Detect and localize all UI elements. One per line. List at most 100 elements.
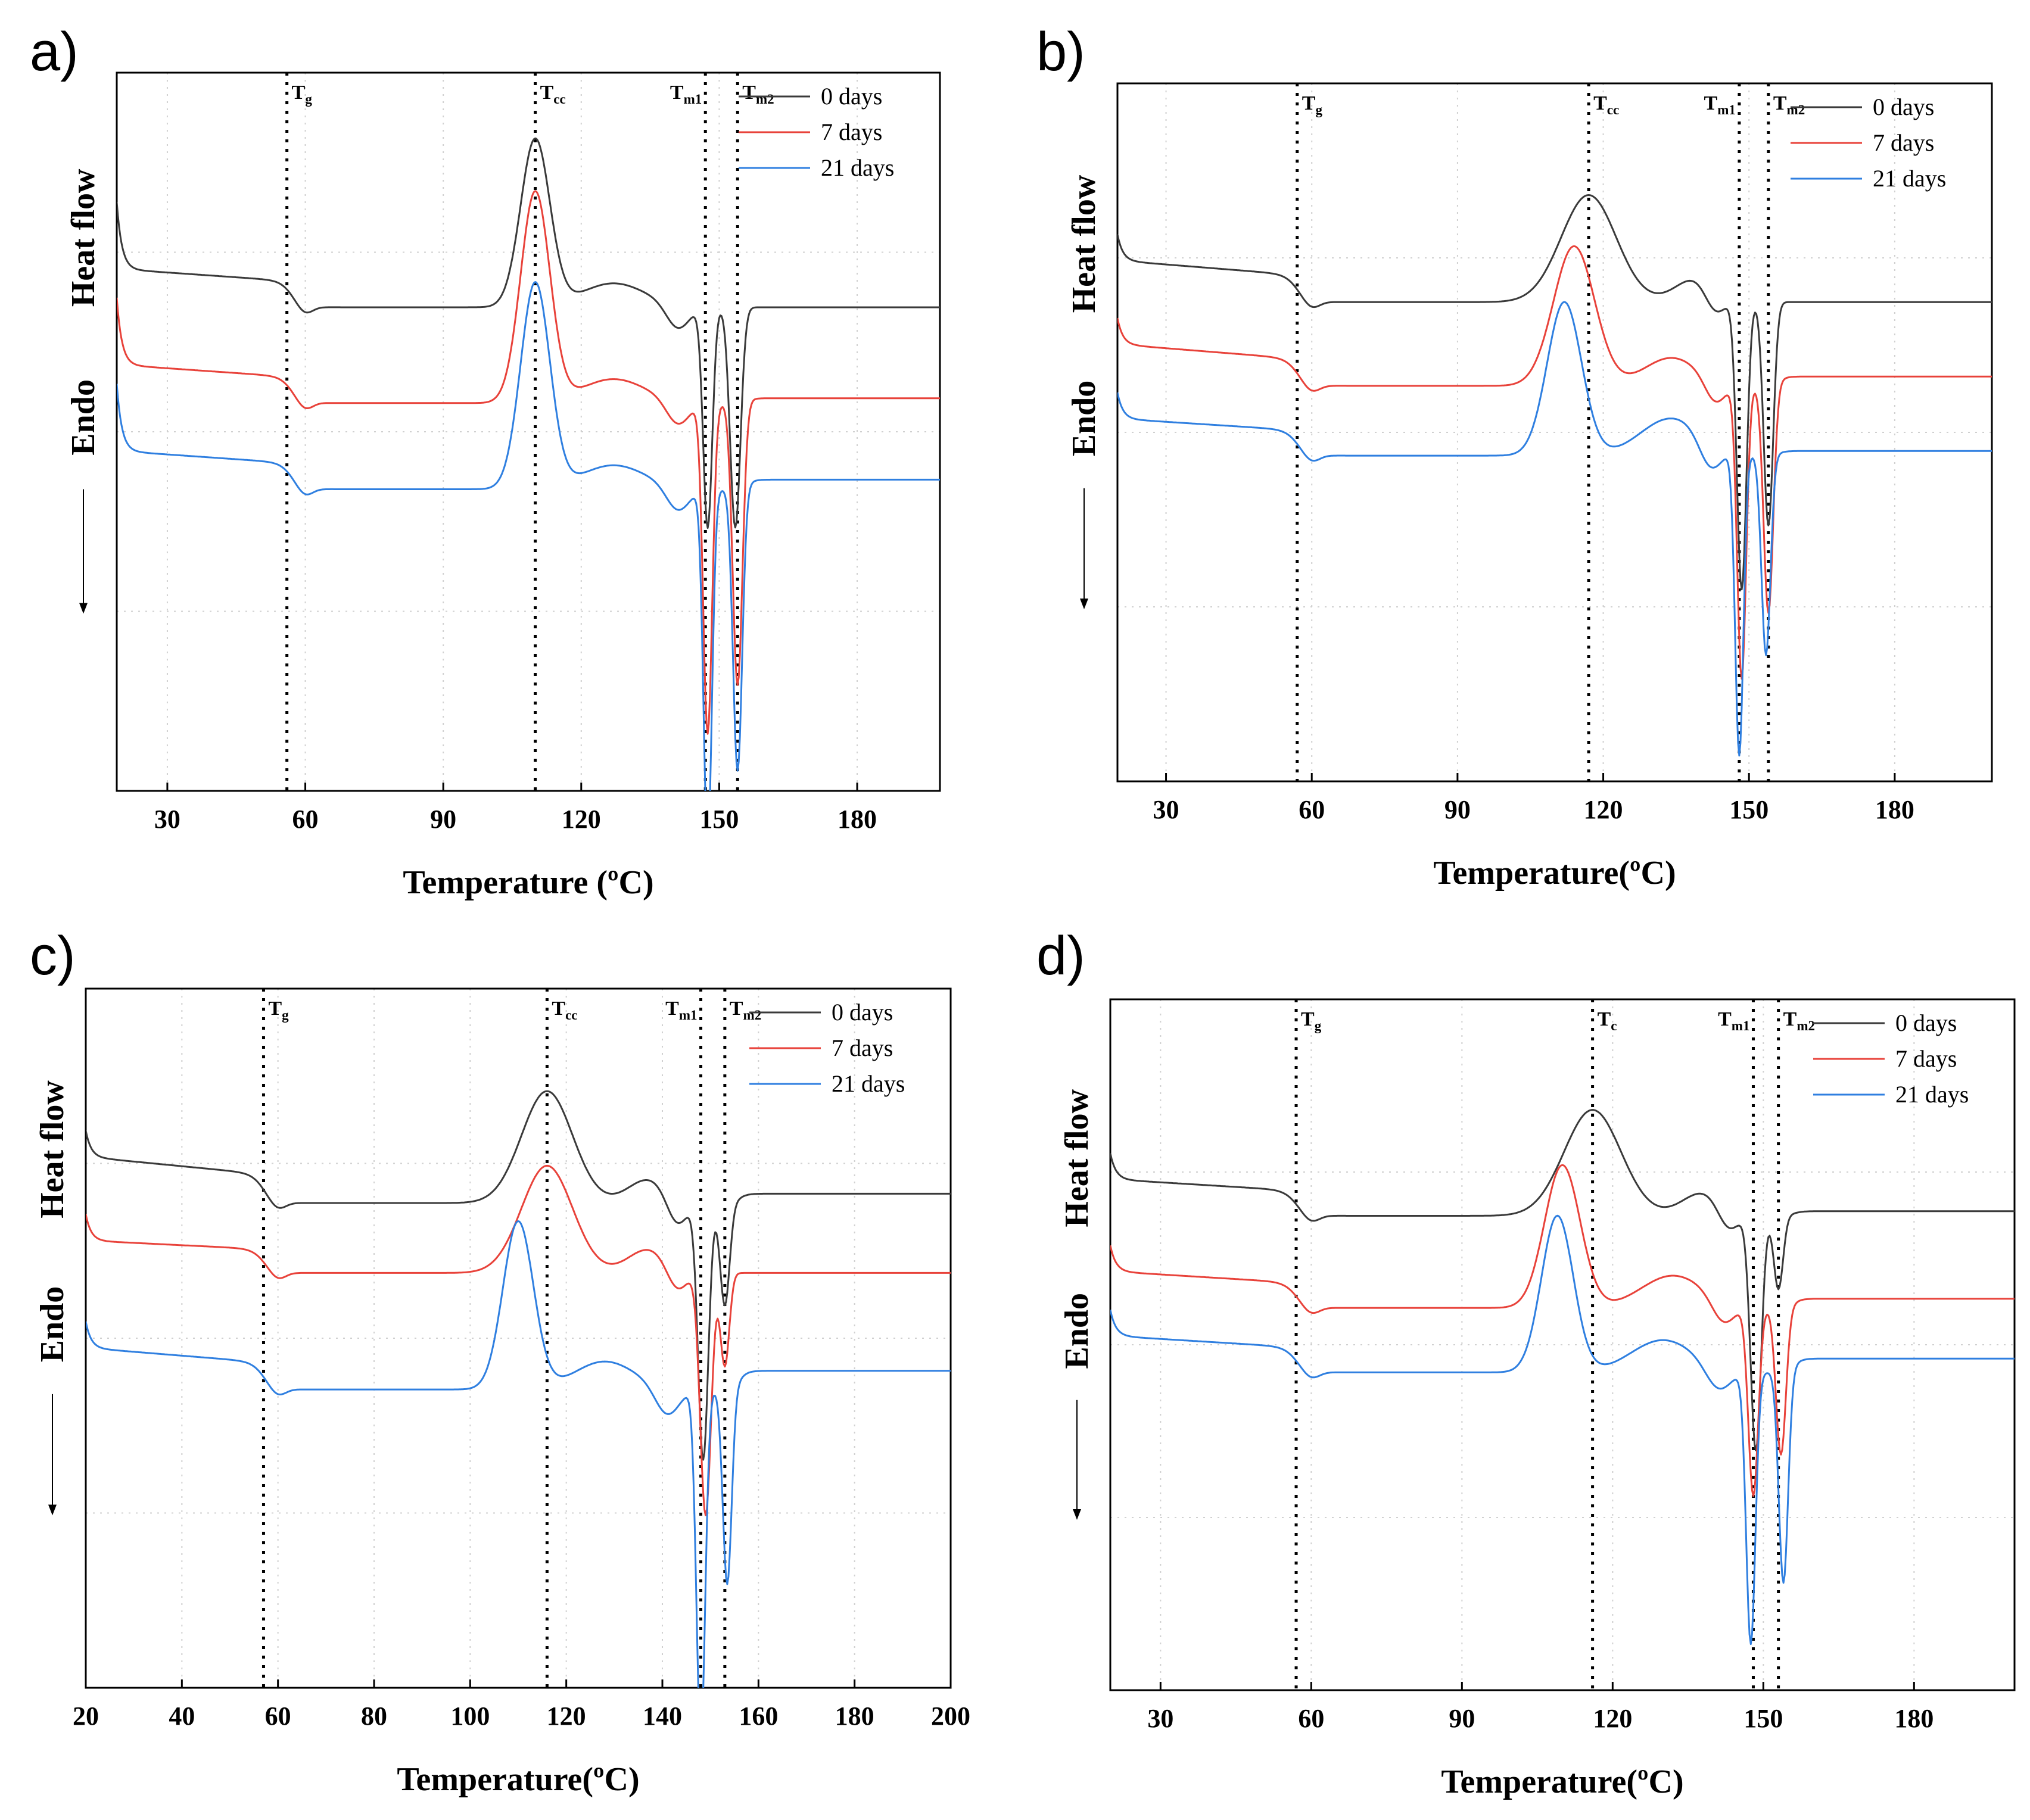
x-tick-label: 100 bbox=[450, 1701, 490, 1731]
legend-label: 0 days bbox=[821, 83, 882, 110]
y-label-heat-flow: Heat flow bbox=[65, 169, 102, 307]
y-label-heat-flow: Heat flow bbox=[1058, 1089, 1095, 1227]
plot-frame bbox=[116, 71, 941, 792]
x-tick-label: 120 bbox=[1584, 795, 1623, 824]
marker-label-m2: Tm2 bbox=[1773, 92, 1805, 117]
panel-b: b) 30 60 90 120 150 180 Temperature(ºC) Heat flo… bbox=[1036, 21, 1993, 892]
panel-label-d: d) bbox=[1036, 925, 1085, 986]
y-label-endo: Endo bbox=[65, 379, 102, 456]
x-axis-title: Temperature(ºC) bbox=[1433, 855, 1676, 892]
x-tick-label: 120 bbox=[562, 805, 601, 834]
x-tick-label: 30 bbox=[154, 805, 180, 834]
series-line-0-days bbox=[1110, 1109, 2015, 1451]
marker-label-cc: Tcc bbox=[552, 998, 577, 1023]
x-tick-label: 30 bbox=[1153, 795, 1179, 824]
x-tick-label: 60 bbox=[265, 1701, 291, 1731]
legend-label: 21 days bbox=[1895, 1081, 1969, 1108]
endo-arrow-head-icon bbox=[48, 1504, 57, 1516]
x-tick-label: 150 bbox=[1743, 1704, 1783, 1733]
y-label-endo: Endo bbox=[34, 1286, 71, 1363]
series-line-21-days bbox=[117, 281, 940, 791]
endo-arrow-head-icon bbox=[1080, 599, 1088, 609]
x-tick-label: 140 bbox=[643, 1701, 682, 1731]
series-group bbox=[117, 137, 940, 791]
series-line-0-days bbox=[1117, 194, 1992, 591]
series-line-7-days bbox=[1117, 245, 1992, 680]
series-line-21-days bbox=[1117, 301, 1992, 757]
x-tick-label: 120 bbox=[1593, 1704, 1632, 1733]
series-line-7-days bbox=[86, 1164, 951, 1516]
marker-label-cc: Tcc bbox=[540, 82, 566, 107]
x-tick-label: 180 bbox=[1894, 1704, 1934, 1733]
marker-label-g: Tg bbox=[1302, 92, 1323, 117]
x-axis-title: Temperature(ºC) bbox=[1441, 1763, 1683, 1800]
y-label-endo: Endo bbox=[1058, 1293, 1095, 1369]
marker-label-m1: Tm1 bbox=[670, 82, 702, 107]
x-tick-label: 30 bbox=[1147, 1704, 1173, 1733]
series-line-7-days bbox=[117, 190, 940, 735]
series-line-21-days bbox=[86, 1220, 951, 1688]
x-axis-title: Temperature (ºC) bbox=[403, 864, 653, 901]
marker-label-cc: Tcc bbox=[1593, 92, 1619, 117]
legend-label: 7 days bbox=[1895, 1045, 1957, 1072]
series-group bbox=[1117, 194, 1992, 757]
x-tick-label: 60 bbox=[292, 805, 319, 834]
x-tick-label: 180 bbox=[835, 1701, 874, 1731]
legend-label: 7 days bbox=[832, 1034, 893, 1061]
endo-arrow-head-icon bbox=[79, 603, 88, 614]
x-tick-label: 120 bbox=[547, 1701, 586, 1731]
y-label-heat-flow: Heat flow bbox=[34, 1080, 71, 1218]
legend-label: 7 days bbox=[1873, 129, 1934, 156]
endo-arrow-head-icon bbox=[1073, 1509, 1081, 1520]
x-tick-label: 180 bbox=[1875, 795, 1914, 824]
x-tick-label: 20 bbox=[73, 1701, 99, 1731]
marker-label-m1: Tm1 bbox=[665, 998, 697, 1023]
series-line-0-days bbox=[117, 137, 940, 529]
legend-label: 21 days bbox=[821, 154, 894, 181]
marker-label-m2: Tm2 bbox=[742, 82, 774, 107]
plot-frame bbox=[85, 987, 952, 1689]
x-tick-label: 80 bbox=[361, 1701, 387, 1731]
x-tick-label: 150 bbox=[1729, 795, 1769, 824]
series-line-7-days bbox=[1110, 1164, 2015, 1497]
x-tick-label: 90 bbox=[430, 805, 456, 834]
marker-label-g: Tg bbox=[1301, 1008, 1322, 1033]
y-label-heat-flow: Heat flow bbox=[1066, 174, 1103, 313]
x-tick-label: 150 bbox=[699, 805, 739, 834]
legend-label: 0 days bbox=[1895, 1009, 1957, 1036]
panel-label-a: a) bbox=[30, 21, 79, 82]
x-tick-label: 90 bbox=[1444, 795, 1471, 824]
plot-frame bbox=[1116, 82, 1993, 783]
legend-label: 7 days bbox=[821, 119, 882, 145]
marker-label-m1: Tm1 bbox=[1704, 92, 1736, 117]
panel-c: c) 20 40 60 80 100 120 140 160 180 200 Temperature(… bbox=[30, 925, 970, 1798]
series-group bbox=[1110, 1109, 2015, 1646]
x-tick-label: 160 bbox=[739, 1701, 778, 1731]
marker-label-m1: Tm1 bbox=[1718, 1008, 1749, 1033]
series-line-21-days bbox=[1110, 1214, 2015, 1646]
x-tick-label: 60 bbox=[1299, 795, 1325, 824]
series-line-0-days bbox=[86, 1090, 951, 1461]
x-tick-label: 200 bbox=[931, 1701, 970, 1731]
legend-label: 21 days bbox=[832, 1070, 905, 1097]
marker-label-g: Tg bbox=[268, 998, 289, 1023]
marker-label-m2: Tm2 bbox=[1783, 1008, 1815, 1033]
marker-label-g: Tg bbox=[292, 82, 313, 107]
panel-a: a) 30 60 90 120 150 180 Temperature (ºC) Heat fl… bbox=[30, 21, 941, 901]
x-tick-label: 40 bbox=[169, 1701, 195, 1731]
series-group bbox=[86, 1090, 951, 1688]
panel-label-c: c) bbox=[30, 925, 76, 986]
x-tick-label: 180 bbox=[837, 805, 877, 834]
x-axis-title: Temperature(ºC) bbox=[397, 1761, 639, 1798]
x-tick-label: 60 bbox=[1298, 1704, 1324, 1733]
x-tick-label: 90 bbox=[1449, 1704, 1475, 1733]
y-label-endo: Endo bbox=[1066, 381, 1103, 457]
plot-frame bbox=[1109, 998, 2016, 1691]
panel-label-b: b) bbox=[1036, 21, 1085, 82]
panel-d: d) 30 60 90 120 150 180 Temperature(ºC) Heat flo… bbox=[1036, 925, 2016, 1800]
marker-label-m2: Tm2 bbox=[730, 998, 761, 1023]
legend-label: 21 days bbox=[1873, 165, 1946, 192]
legend-label: 0 days bbox=[832, 999, 893, 1026]
marker-label-c: Tc bbox=[1598, 1008, 1617, 1033]
